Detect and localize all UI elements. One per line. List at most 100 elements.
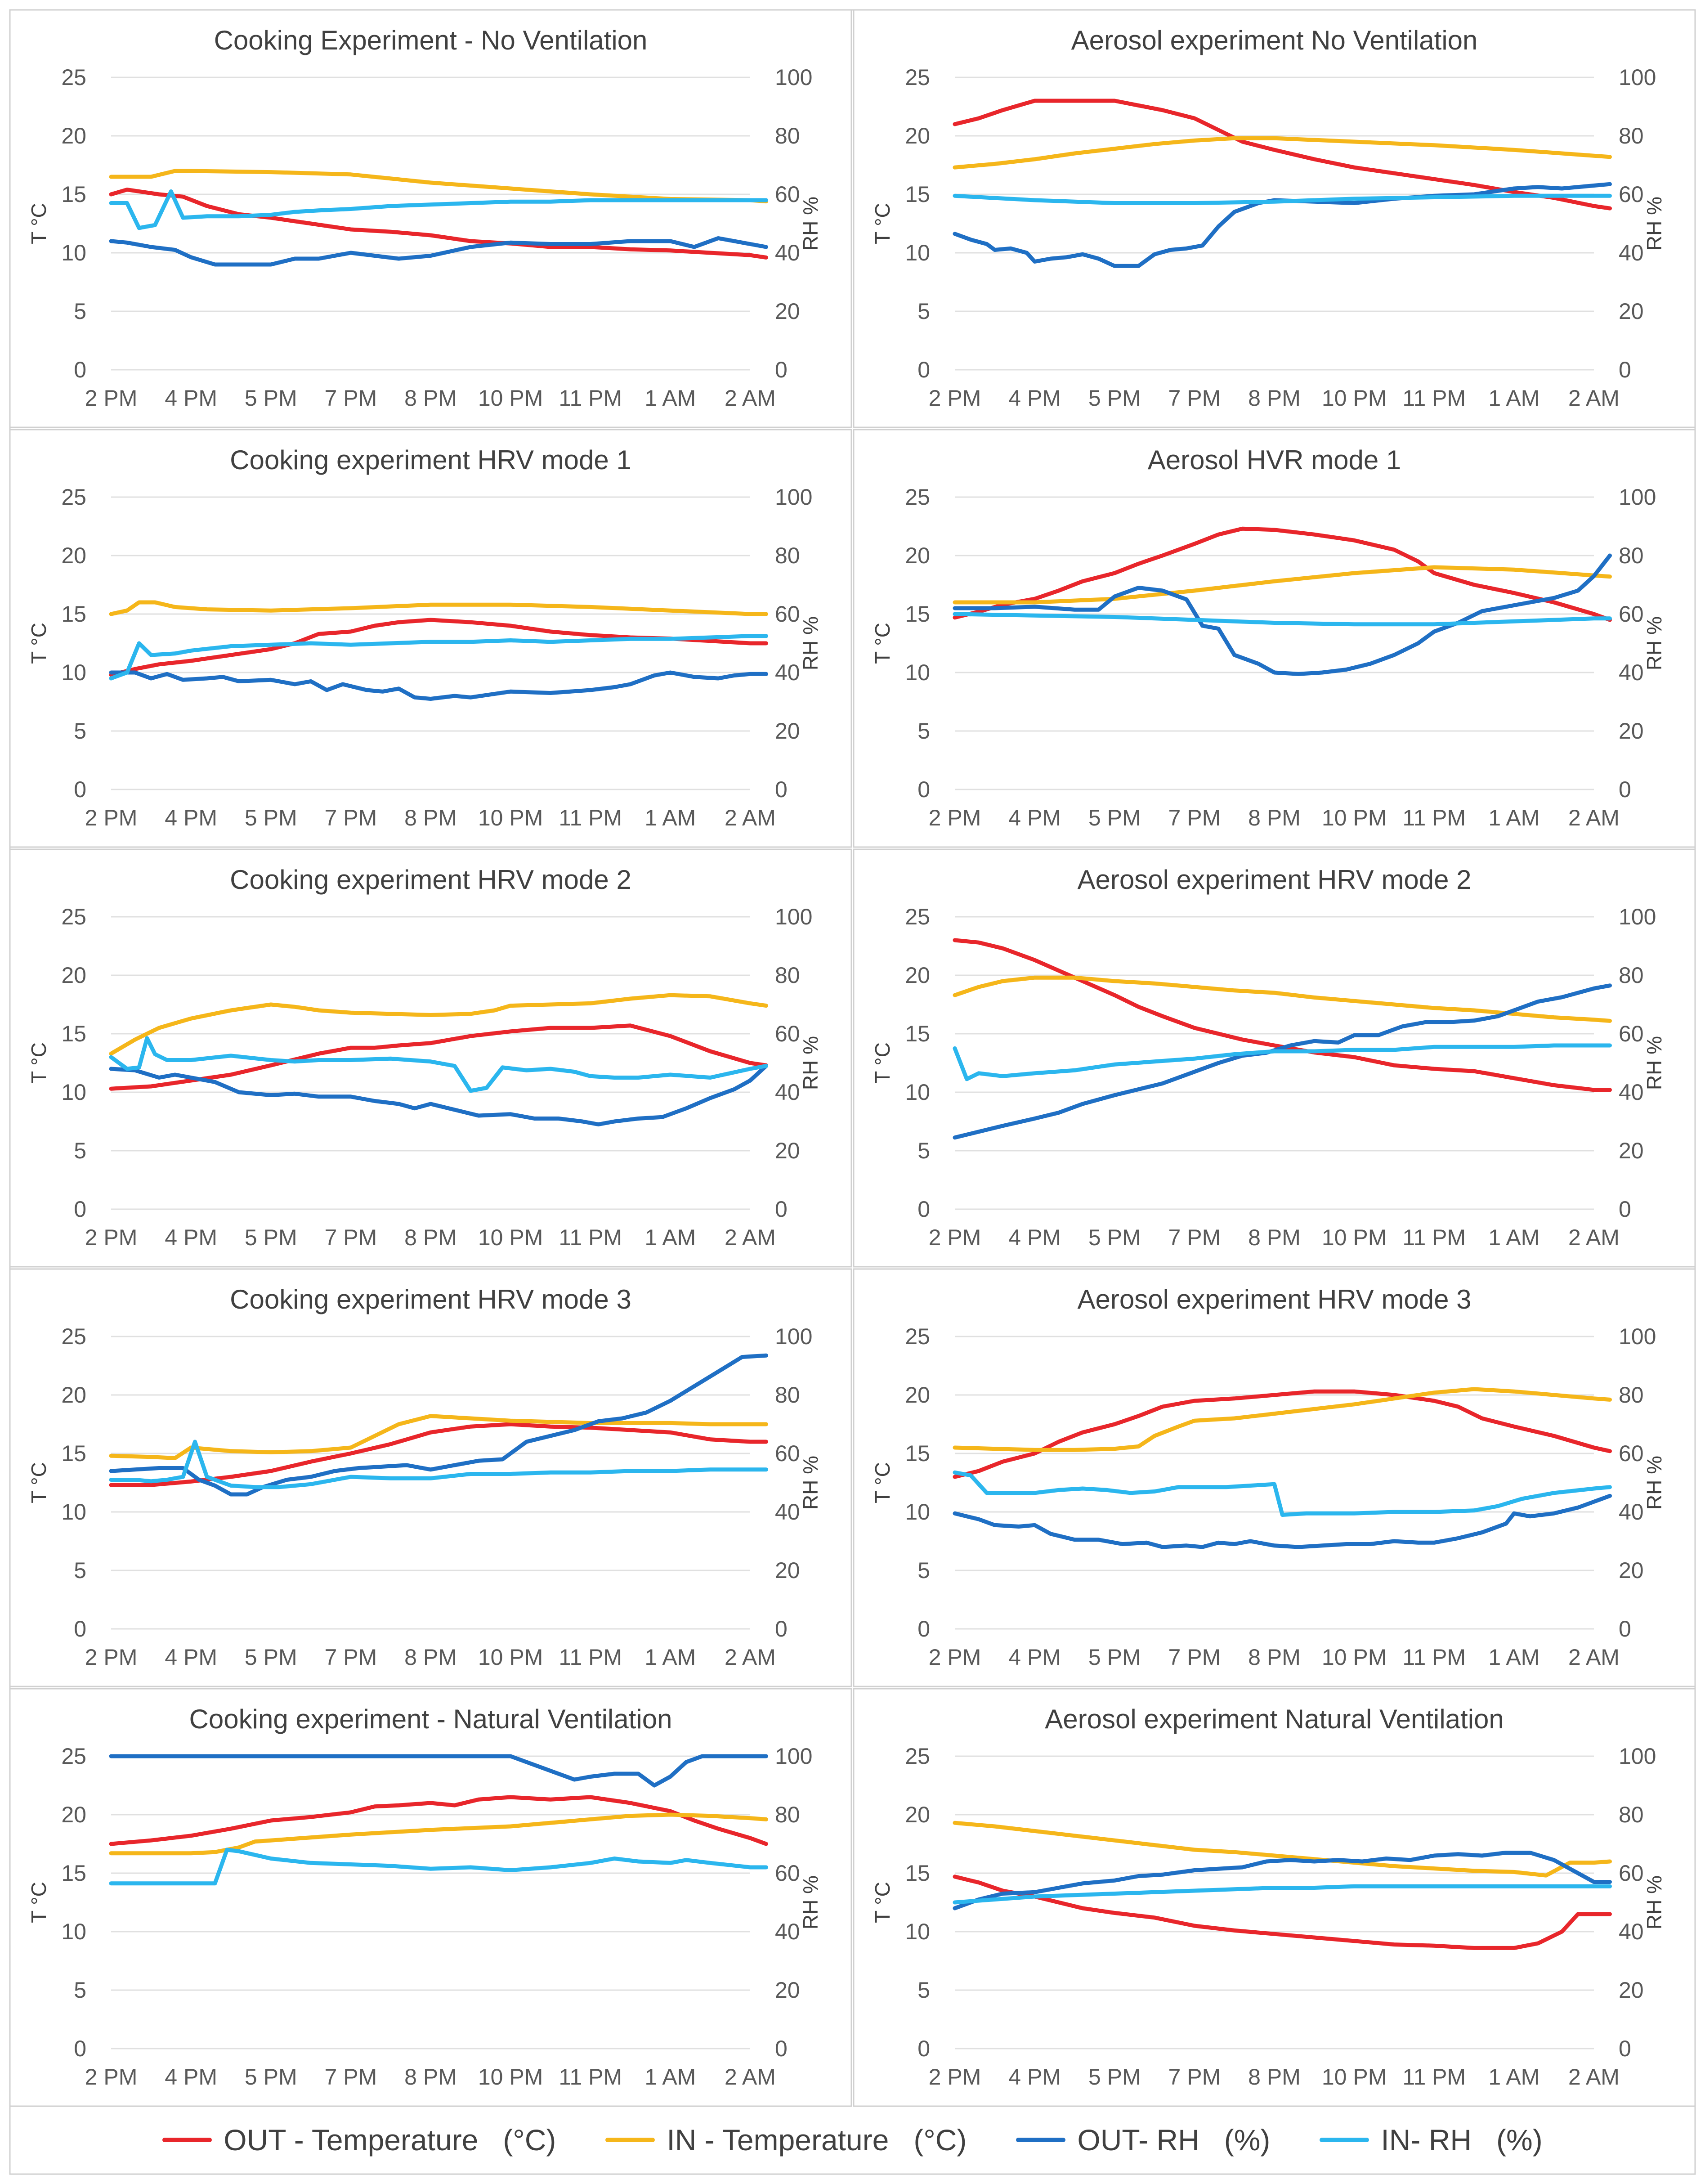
y-tick-right-label: 80: [775, 543, 800, 568]
x-tick-label: 2 PM: [85, 805, 138, 830]
x-tick-label: 8 PM: [404, 1225, 457, 1250]
y-tick-left-label: 15: [61, 1441, 86, 1466]
y-axis-left-label: T °C: [871, 623, 894, 664]
y-tick-right-label: 100: [1619, 904, 1656, 929]
y-tick-left-label: 5: [917, 1978, 930, 2003]
y-tick-left-label: 5: [74, 1978, 86, 2003]
x-tick-label: 8 PM: [1248, 1225, 1301, 1250]
x-tick-label: 5 PM: [1088, 1645, 1141, 1670]
y-tick-right-label: 20: [775, 299, 800, 324]
y-tick-left-label: 5: [917, 1138, 930, 1163]
y-tick-right-label: 80: [1619, 963, 1644, 988]
legend-item-in-temperature: IN - Temperature (°C): [605, 2123, 967, 2157]
y-tick-left-label: 5: [917, 1558, 930, 1583]
y-tick-left-label: 10: [61, 1080, 86, 1105]
y-tick-left-label: 20: [905, 543, 930, 568]
y-tick-left-label: 25: [61, 65, 86, 90]
series-line-out-temperature: [109, 1795, 768, 1846]
x-tick-label: 2 AM: [1568, 1645, 1620, 1670]
y-tick-left-label: 10: [61, 1499, 86, 1525]
x-tick-label: 10 PM: [1322, 1645, 1387, 1670]
y-tick-right-label: 60: [775, 1441, 800, 1466]
y-tick-left-label: 5: [74, 1138, 86, 1163]
y-axis-right-label: RH %: [1642, 616, 1666, 670]
y-tick-right-label: 40: [1619, 660, 1644, 685]
series-line-out-rh: [109, 1353, 768, 1497]
y-tick-left-label: 25: [905, 1744, 930, 1769]
y-tick-right-label: 100: [1619, 65, 1656, 90]
chart-panel-border: [9, 1268, 852, 1687]
y-tick-left-label: 20: [905, 1802, 930, 1827]
y-tick-right-label: 40: [775, 1919, 800, 1944]
chart-panel-border: [9, 1688, 852, 2107]
x-tick-label: 4 PM: [165, 1225, 217, 1250]
series-line-out-temperature: [109, 1422, 768, 1487]
y-tick-right-label: 20: [1619, 299, 1644, 324]
x-tick-label: 4 PM: [165, 805, 217, 830]
x-tick-label: 2 PM: [85, 2064, 138, 2090]
y-tick-right-label: 60: [775, 1021, 800, 1046]
series-line-in-rh: [109, 1036, 768, 1093]
chart-aerosol-hvr-mode-1: Aerosol HVR mode 1 0 5 10 15 20 25 0 20 40 60 80 100…: [853, 429, 1696, 848]
y-tick-right-label: 60: [775, 601, 800, 627]
y-tick-left-label: 0: [74, 1616, 86, 1641]
y-tick-left-label: 5: [74, 1558, 86, 1583]
x-tick-label: 8 PM: [1248, 805, 1301, 830]
y-tick-left-label: 15: [61, 182, 86, 207]
series-line-in-temperature: [953, 136, 1612, 170]
y-tick-left-label: 15: [61, 601, 86, 627]
y-tick-left-label: 20: [905, 963, 930, 988]
chart-panel-border: [9, 9, 852, 428]
y-tick-right-label: 40: [1619, 240, 1644, 265]
y-tick-right-label: 60: [775, 1861, 800, 1886]
x-tick-label: 7 PM: [325, 1225, 377, 1250]
y-tick-right-label: 40: [775, 240, 800, 265]
y-tick-left-label: 5: [917, 299, 930, 324]
y-tick-right-label: 0: [1619, 777, 1631, 802]
x-tick-label: 8 PM: [1248, 386, 1301, 411]
chart-panel-border: [9, 429, 852, 848]
y-tick-left-label: 25: [905, 904, 930, 929]
series-line-in-temperature: [109, 600, 768, 616]
x-tick-label: 2 AM: [725, 805, 776, 830]
series-line-in-rh: [953, 1043, 1612, 1081]
y-tick-right-label: 80: [1619, 543, 1644, 568]
x-tick-label: 8 PM: [404, 805, 457, 830]
y-tick-right-label: 60: [1619, 601, 1644, 627]
y-tick-left-label: 10: [905, 660, 930, 685]
y-tick-left-label: 15: [905, 182, 930, 207]
y-axis-left-label: T °C: [871, 1462, 894, 1503]
y-tick-left-label: 25: [61, 1744, 86, 1769]
y-tick-left-label: 25: [905, 65, 930, 90]
x-tick-label: 11 PM: [1402, 386, 1466, 411]
x-tick-label: 8 PM: [1248, 2064, 1301, 2090]
chart-cooking-experiment-hrv-mode-3: Cooking experiment HRV mode 3 0 5 10 15 20 25 0…: [9, 1268, 852, 1687]
y-tick-right-label: 100: [775, 65, 812, 90]
x-tick-label: 5 PM: [1088, 386, 1141, 411]
y-tick-right-label: 20: [775, 1978, 800, 2003]
y-tick-right-label: 0: [775, 2036, 788, 2061]
x-tick-label: 5 PM: [245, 1645, 297, 1670]
x-tick-label: 7 PM: [1168, 2064, 1221, 2090]
x-tick-label: 10 PM: [478, 805, 543, 830]
series-line-in-rh: [953, 1470, 1612, 1517]
y-tick-right-label: 100: [1619, 1744, 1656, 1769]
y-tick-left-label: 15: [905, 601, 930, 627]
x-tick-label: 7 PM: [325, 1645, 377, 1670]
x-tick-label: 1 AM: [1488, 1225, 1539, 1250]
legend-item-out-temperature: OUT - Temperature (°C): [162, 2123, 556, 2157]
x-tick-label: 4 PM: [165, 1645, 217, 1670]
y-axis-right-label: RH %: [799, 1875, 822, 1929]
x-tick-label: 2 AM: [725, 1645, 776, 1670]
y-tick-right-label: 100: [775, 904, 812, 929]
y-tick-left-label: 5: [74, 718, 86, 744]
y-tick-right-label: 60: [1619, 1861, 1644, 1886]
x-tick-label: 2 PM: [929, 2064, 981, 2090]
series-line-out-rh: [953, 182, 1612, 268]
y-tick-right-label: 40: [1619, 1919, 1644, 1944]
x-tick-label: 2 AM: [1568, 805, 1620, 830]
series-line-out-temperature: [109, 1023, 768, 1091]
chart-title: Aerosol experiment HRV mode 3: [1078, 1284, 1472, 1314]
y-tick-right-label: 40: [1619, 1499, 1644, 1525]
y-axis-left-label: T °C: [871, 1882, 894, 1923]
